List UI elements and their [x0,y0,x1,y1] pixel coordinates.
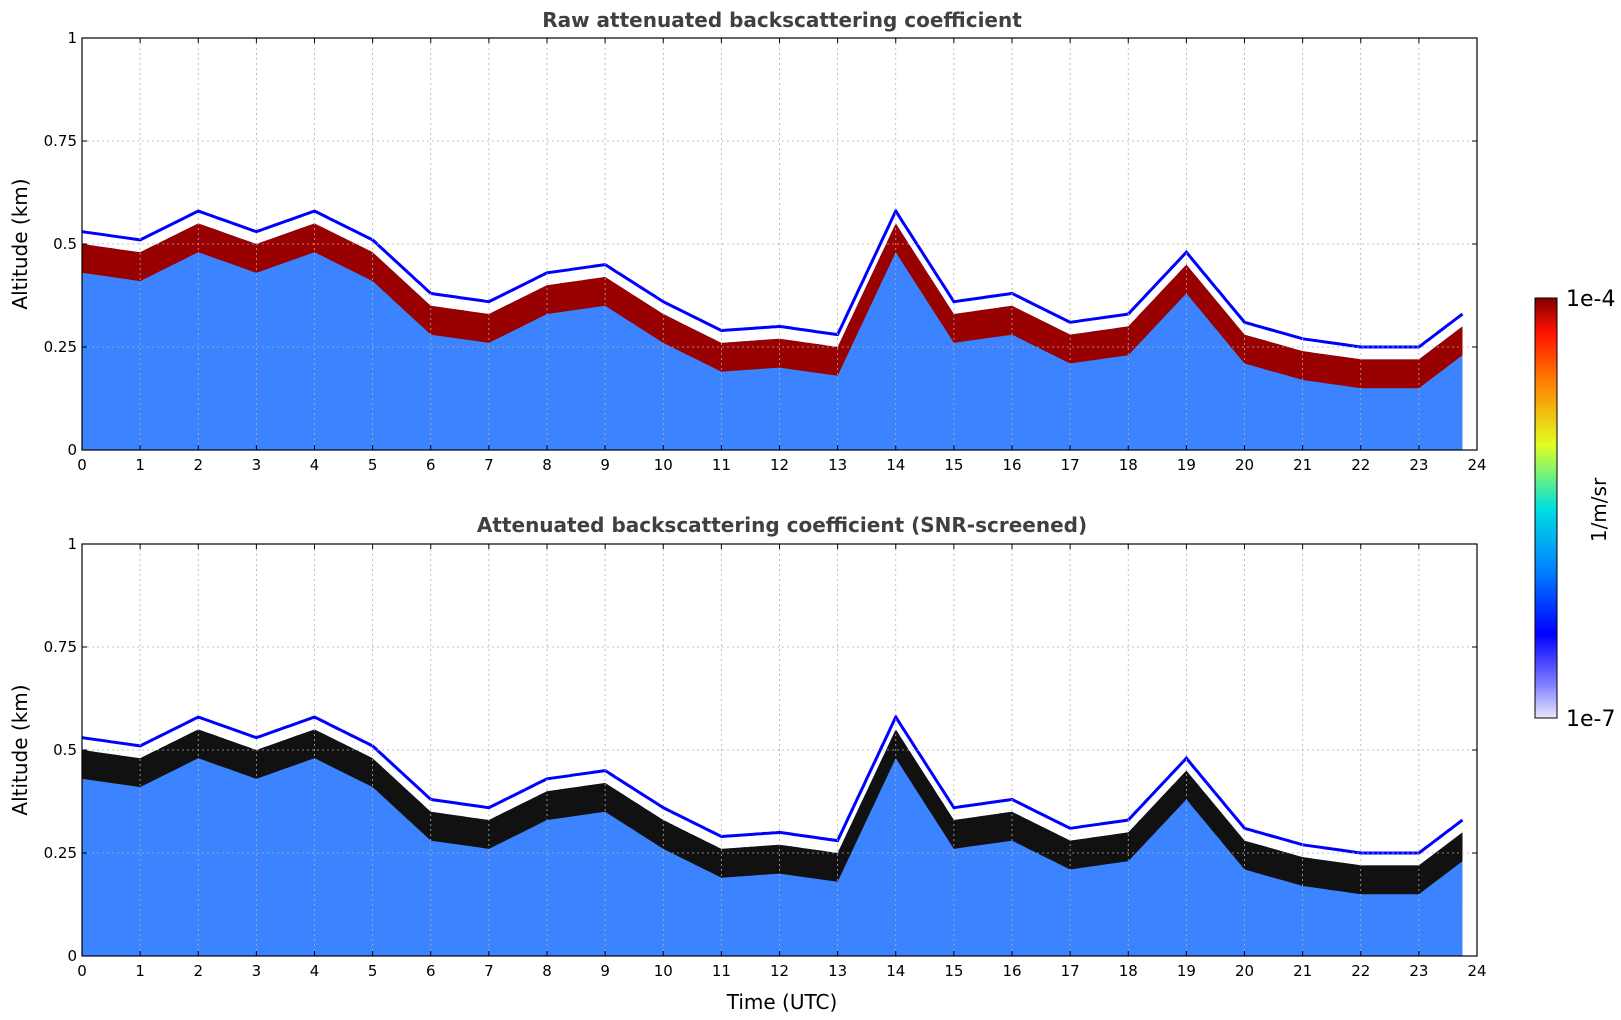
y-axis-label: Altitude (km) [8,178,32,309]
y-tick-label: 1 [67,29,77,47]
x-tick-label: 6 [426,456,436,474]
x-tick-label: 6 [426,962,436,980]
colorbar-unit-label: 1/m/sr [1587,477,1611,542]
y-axis-ticks: 0 0.25 0.5 0.75 1 [44,29,1477,459]
x-tick-label: 8 [542,456,552,474]
x-tick-label: 23 [1409,456,1428,474]
x-tick-label: 3 [252,456,262,474]
x-tick-label: 4 [310,456,320,474]
x-tick-label: 10 [654,962,673,980]
x-tick-label: 24 [1467,456,1486,474]
x-axis-label: Time (UTC) [726,990,838,1014]
y-axis-ticks: 0 0.25 0.5 0.75 1 [44,535,1477,965]
y-tick-label: 0.75 [44,132,77,150]
x-tick-label: 17 [1061,456,1080,474]
x-tick-label: 10 [654,456,673,474]
backscatter-field [82,223,1463,450]
x-tick-label: 9 [600,456,610,474]
x-tick-label: 5 [368,962,378,980]
x-tick-label: 1 [135,456,145,474]
y-tick-label: 0.25 [44,338,77,356]
x-tick-label: 19 [1177,962,1196,980]
grid-lines [82,38,1477,450]
x-tick-label: 15 [944,962,963,980]
x-tick-label: 13 [828,456,847,474]
x-axis-ticks: 0 1 2 3 4 5 6 7 8 9 10 11 12 13 14 15 16 17 18 19 20 21 22 23 24 [77,544,1487,980]
x-tick-label: 17 [1061,962,1080,980]
colorbar-max-label: 1e-4 [1566,287,1615,312]
x-tick-label: 2 [193,456,203,474]
x-tick-label: 24 [1467,962,1486,980]
x-tick-label: 7 [484,962,494,980]
x-tick-label: 13 [828,962,847,980]
x-tick-label: 0 [77,962,87,980]
x-tick-label: 16 [1002,456,1021,474]
y-axis-label: Altitude (km) [8,684,32,815]
backscatter-field [82,729,1463,956]
x-tick-label: 22 [1351,456,1370,474]
x-tick-label: 4 [310,962,320,980]
panel-title: Raw attenuated backscattering coefficien… [542,8,1022,32]
y-tick-label: 1 [67,535,77,553]
layer-top-edge [81,713,1464,855]
colorbar-gradient [1534,297,1558,719]
colorbar-min-label: 1e-7 [1566,707,1615,732]
x-tick-label: 0 [77,456,87,474]
heatmap-plot [81,713,1464,956]
x-tick-label: 14 [886,456,905,474]
x-tick-label: 9 [600,962,610,980]
x-tick-label: 18 [1119,456,1138,474]
x-tick-label: 18 [1119,962,1138,980]
x-tick-label: 21 [1293,962,1312,980]
y-tick-label: 0 [67,441,77,459]
x-tick-label: 11 [712,456,731,474]
x-tick-label: 16 [1002,962,1021,980]
x-tick-label: 21 [1293,456,1312,474]
x-tick-label: 2 [193,962,203,980]
x-tick-label: 11 [712,962,731,980]
y-tick-label: 0.75 [44,638,77,656]
x-tick-label: 7 [484,456,494,474]
panel-title: Attenuated backscattering coefficient (S… [477,513,1087,537]
x-tick-label: 19 [1177,456,1196,474]
x-tick-label: 15 [944,456,963,474]
x-tick-label: 22 [1351,962,1370,980]
x-tick-label: 5 [368,456,378,474]
x-tick-label: 1 [135,962,145,980]
layer-top-edge [81,207,1464,349]
grid-lines [82,544,1477,956]
x-tick-label: 20 [1235,962,1254,980]
x-tick-label: 12 [770,962,789,980]
x-tick-label: 23 [1409,962,1428,980]
y-tick-label: 0.5 [53,741,77,759]
x-tick-label: 3 [252,962,262,980]
heatmap-plot [81,207,1464,450]
x-tick-label: 8 [542,962,552,980]
x-tick-label: 14 [886,962,905,980]
x-tick-label: 20 [1235,456,1254,474]
x-axis-ticks: 0 1 2 3 4 5 6 7 8 9 10 11 12 13 14 15 16 17 18 19 20 21 22 23 24 [77,38,1487,474]
y-tick-label: 0 [67,947,77,965]
raw-backscatter-panel: Raw attenuated backscattering coefficien… [8,8,1487,474]
colorbar: 1e-4 1e-7 1/m/sr [1534,287,1615,732]
y-tick-label: 0.25 [44,844,77,862]
snr-screened-backscatter-panel: Attenuated backscattering coefficient (S… [8,513,1487,1014]
x-tick-label: 12 [770,456,789,474]
y-tick-label: 0.5 [53,235,77,253]
